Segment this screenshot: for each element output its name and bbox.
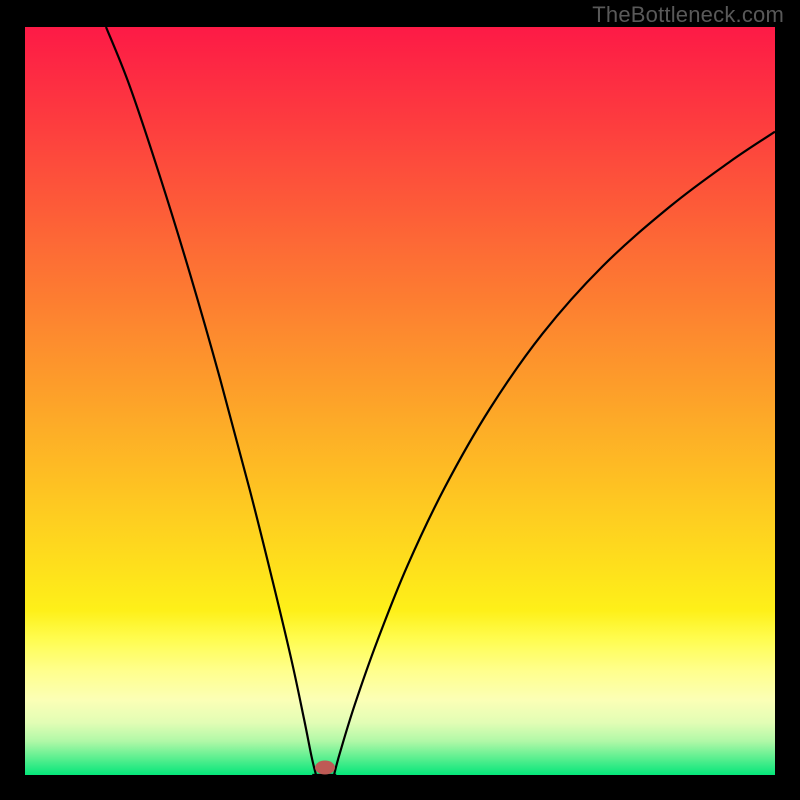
chart-frame: TheBottleneck.com: [0, 0, 800, 800]
chart-svg: [0, 0, 800, 800]
watermark-text: TheBottleneck.com: [592, 2, 784, 28]
optimal-point-marker: [315, 761, 335, 775]
plot-gradient-background: [25, 27, 775, 775]
